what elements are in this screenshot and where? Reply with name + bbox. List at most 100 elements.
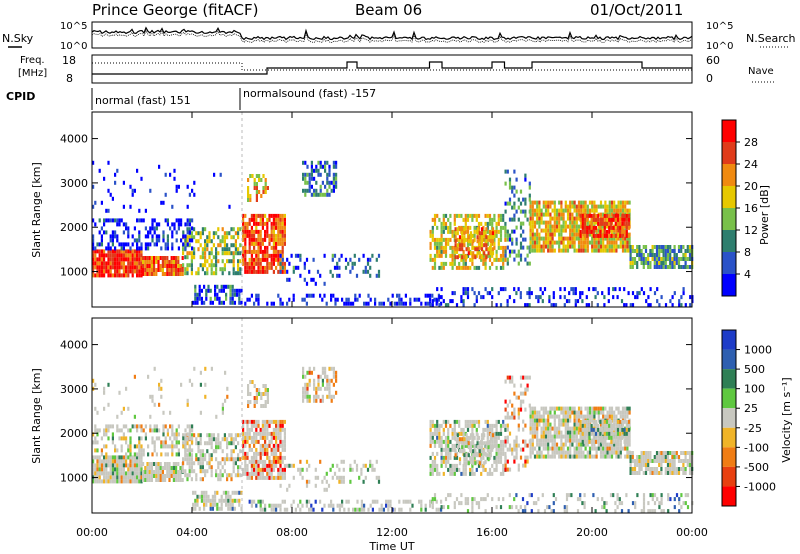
range-cell bbox=[603, 423, 606, 428]
range-cell bbox=[626, 208, 629, 213]
range-cell bbox=[597, 423, 600, 428]
range-cell bbox=[317, 382, 320, 387]
range-cell bbox=[491, 221, 494, 226]
range-cell bbox=[255, 463, 258, 468]
range-cell bbox=[385, 499, 388, 504]
range-cell bbox=[356, 297, 359, 302]
range-cell bbox=[602, 240, 605, 245]
range-cell bbox=[616, 295, 619, 300]
range-cell bbox=[608, 431, 611, 436]
range-cell bbox=[155, 436, 158, 441]
range-cell bbox=[237, 469, 240, 474]
range-cell bbox=[624, 236, 627, 241]
range-cell bbox=[577, 418, 581, 423]
range-cell bbox=[304, 192, 307, 197]
range-cell bbox=[343, 507, 346, 512]
range-cell bbox=[324, 192, 327, 197]
range-cell bbox=[584, 248, 587, 253]
range-cell bbox=[324, 164, 327, 169]
range-cell bbox=[270, 435, 273, 440]
range-cell bbox=[352, 507, 355, 512]
range-cell bbox=[553, 240, 556, 245]
range-cell bbox=[194, 292, 197, 297]
range-cell bbox=[272, 435, 275, 440]
range-cell bbox=[547, 244, 550, 249]
range-cell bbox=[313, 378, 316, 383]
range-cell bbox=[515, 177, 518, 182]
range-cell bbox=[619, 419, 622, 424]
range-cell bbox=[125, 257, 128, 262]
range-cell bbox=[266, 253, 269, 258]
range-cell bbox=[229, 284, 232, 289]
range-cell bbox=[268, 443, 271, 448]
range-cell bbox=[150, 474, 153, 478]
range-cell bbox=[558, 220, 561, 225]
range-cell bbox=[204, 453, 207, 458]
range-cell bbox=[211, 498, 214, 503]
range-cell bbox=[306, 172, 309, 177]
range-cell bbox=[467, 441, 470, 446]
range-cell bbox=[599, 204, 603, 209]
range-cell bbox=[281, 467, 284, 472]
range-cell bbox=[471, 261, 474, 266]
range-cell bbox=[125, 249, 128, 254]
range-cell bbox=[616, 439, 620, 444]
range-cell bbox=[647, 265, 650, 269]
range-cell bbox=[560, 224, 563, 229]
range-cell bbox=[517, 423, 520, 428]
range-cell bbox=[436, 213, 439, 218]
range-cell bbox=[560, 410, 563, 415]
range-cell bbox=[184, 271, 187, 276]
range-cell bbox=[621, 217, 624, 222]
range-cell bbox=[536, 220, 539, 225]
range-cell bbox=[244, 463, 247, 468]
range-cell bbox=[615, 422, 618, 427]
range-cell bbox=[577, 454, 581, 459]
range-cell bbox=[675, 253, 678, 257]
range-cell bbox=[363, 507, 366, 512]
range-cell bbox=[442, 431, 445, 436]
range-cell bbox=[531, 442, 534, 447]
range-cell bbox=[627, 423, 631, 428]
range-cell bbox=[553, 224, 556, 229]
range-cell bbox=[449, 261, 452, 266]
range-cell bbox=[487, 247, 490, 252]
range-cell bbox=[610, 414, 614, 419]
range-cell bbox=[566, 406, 570, 411]
range-cell bbox=[431, 217, 434, 222]
range-cell bbox=[536, 200, 539, 205]
range-cell bbox=[486, 431, 489, 436]
range-cell bbox=[275, 423, 278, 428]
range-cell bbox=[242, 221, 245, 226]
range-cell bbox=[281, 265, 284, 270]
range-cell bbox=[473, 435, 476, 440]
range-cell bbox=[462, 265, 465, 270]
range-cell bbox=[264, 257, 267, 262]
range-cell bbox=[164, 462, 167, 466]
range-cell bbox=[493, 241, 496, 246]
range-cell bbox=[688, 249, 692, 253]
range-cell bbox=[153, 402, 156, 407]
range-cell bbox=[533, 248, 537, 253]
range-cell bbox=[268, 439, 271, 444]
range-cell bbox=[673, 253, 676, 257]
range-cell bbox=[166, 452, 169, 457]
range-cell bbox=[192, 490, 195, 495]
range-cell bbox=[100, 467, 103, 472]
range-cell bbox=[98, 218, 101, 223]
range-cell bbox=[257, 419, 260, 424]
range-cell bbox=[219, 172, 222, 177]
range-cell bbox=[246, 439, 249, 444]
range-cell bbox=[555, 442, 559, 447]
range-cell bbox=[621, 208, 625, 213]
range-cell bbox=[579, 233, 582, 238]
range-cell bbox=[248, 241, 251, 246]
range-cell bbox=[268, 261, 271, 266]
range-cell bbox=[138, 261, 141, 266]
range-cell bbox=[655, 245, 659, 249]
range-cell bbox=[210, 239, 213, 244]
range-cell bbox=[473, 291, 476, 296]
range-cell bbox=[244, 459, 247, 464]
range-cell bbox=[549, 228, 552, 233]
range-cell bbox=[138, 455, 141, 460]
